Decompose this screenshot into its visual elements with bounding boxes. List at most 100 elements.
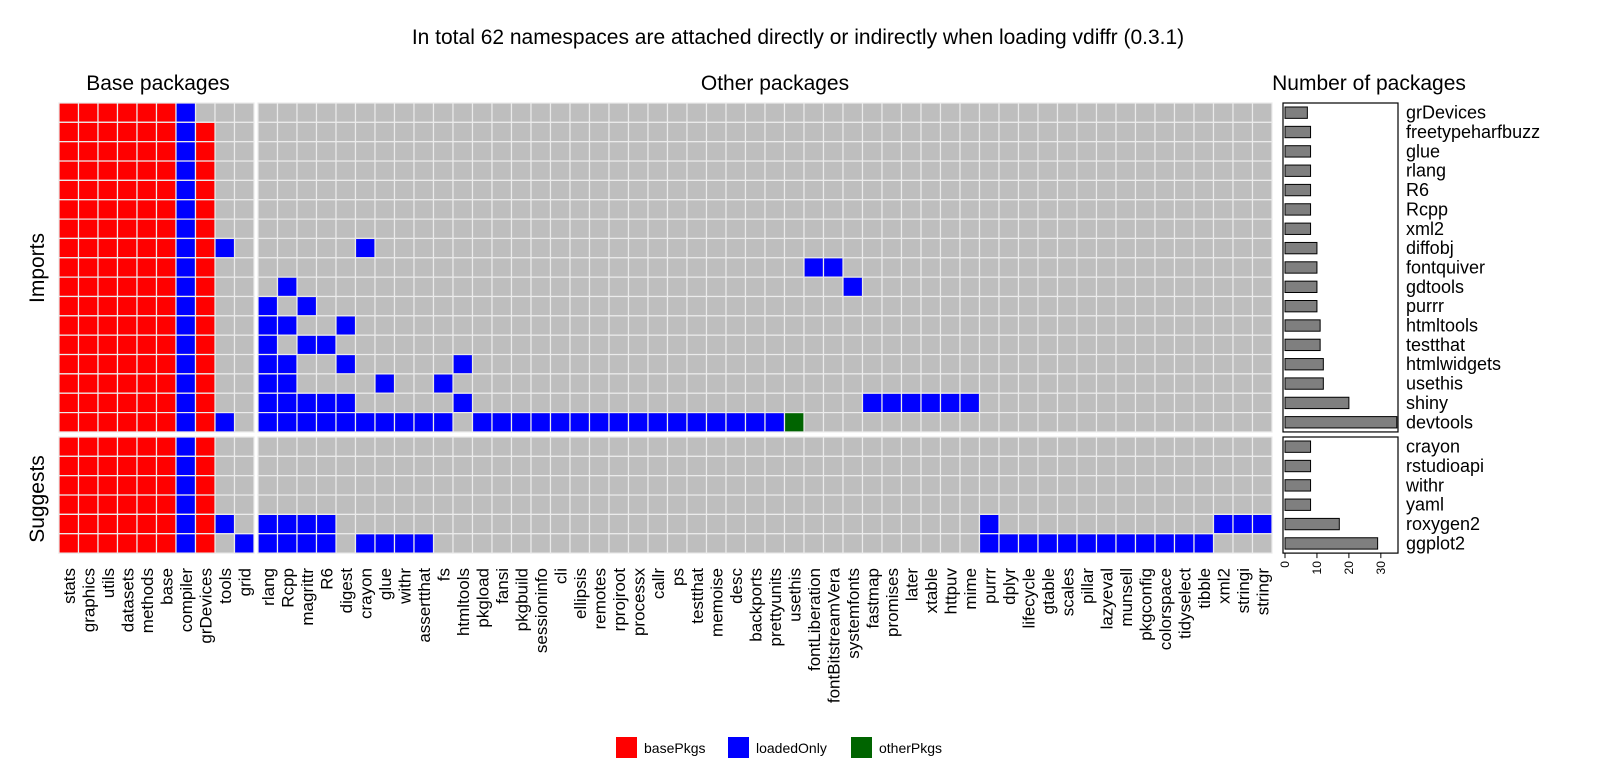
heatmap-cell-empty	[315, 237, 337, 259]
heatmap-cell-empty	[214, 295, 236, 317]
heatmap-cell-empty	[432, 455, 454, 477]
heatmap-cell-loadedonly	[647, 412, 669, 433]
column-label-pkgconfig: pkgconfig	[1136, 568, 1155, 641]
heatmap-cell-empty	[764, 218, 786, 240]
heatmap-cell-empty	[510, 334, 532, 356]
heatmap-cell-empty	[432, 533, 454, 554]
heatmap-cell-empty	[686, 276, 708, 298]
heatmap-cell-empty	[822, 392, 844, 414]
heatmap-cell-empty	[666, 257, 688, 278]
heatmap-cell-empty	[1115, 141, 1137, 162]
heatmap-cell-empty	[233, 257, 255, 278]
heatmap-cell-loadedonly	[175, 179, 197, 201]
heatmap-cell-empty	[900, 353, 922, 375]
heatmap-cell-basepkgs	[194, 533, 216, 554]
heatmap-cell-empty	[842, 199, 864, 220]
heatmap-cell-empty	[335, 533, 357, 554]
heatmap-cell-empty	[1193, 334, 1215, 356]
heatmap-cell-empty	[1056, 218, 1078, 240]
heatmap-cell-empty	[510, 141, 532, 162]
heatmap-cell-empty	[783, 436, 805, 457]
heatmap-cell-empty	[1076, 353, 1098, 375]
heatmap-cell-basepkgs	[77, 436, 99, 457]
heatmap-cell-empty	[647, 315, 669, 336]
heatmap-cell-empty	[530, 334, 552, 356]
heatmap-cell-empty	[1232, 475, 1254, 496]
heatmap-cell-basepkgs	[97, 179, 119, 201]
heatmap-cell-empty	[1193, 513, 1215, 535]
heatmap-cell-empty	[354, 334, 376, 356]
heatmap-cell-basepkgs	[58, 392, 80, 414]
heatmap-cell-empty	[959, 533, 981, 554]
heatmap-cell-empty	[335, 513, 357, 535]
heatmap-cell-basepkgs	[77, 373, 99, 394]
heatmap-cell-empty	[1193, 392, 1215, 414]
heatmap-cell-empty	[978, 160, 1000, 182]
heatmap-cell-empty	[276, 179, 298, 201]
heatmap-cell-empty	[764, 533, 786, 554]
heatmap-cell-empty	[608, 295, 630, 317]
heatmap-cell-empty	[627, 102, 649, 123]
heatmap-cell-loadedonly	[881, 392, 903, 414]
heatmap-cell-empty	[920, 102, 942, 123]
heatmap-cell-empty	[510, 257, 532, 278]
heatmap-cell-empty	[233, 412, 255, 433]
heatmap-cell-basepkgs	[58, 373, 80, 394]
heatmap-cell-empty	[393, 276, 415, 298]
heatmap-cell-empty	[705, 121, 727, 143]
heatmap-cell-loadedonly	[175, 513, 197, 535]
heatmap-cell-empty	[510, 315, 532, 336]
heatmap-cell-empty	[530, 475, 552, 496]
heatmap-cell-empty	[803, 141, 825, 162]
heatmap-cell-empty	[452, 436, 474, 457]
heatmap-cell-empty	[491, 141, 513, 162]
heatmap-cell-empty	[1134, 475, 1156, 496]
heatmap-cell-loadedonly	[175, 121, 197, 143]
heatmap-cell-empty	[783, 334, 805, 356]
heatmap-cell-basepkgs	[97, 295, 119, 317]
heatmap-cell-empty	[549, 533, 571, 554]
heatmap-cell-basepkgs	[155, 315, 177, 336]
heatmap-cell-empty	[959, 179, 981, 201]
heatmap-cell-loadedonly	[296, 334, 318, 356]
heatmap-cell-empty	[1193, 276, 1215, 298]
heatmap-cell-basepkgs	[77, 179, 99, 201]
heatmap-cell-empty	[1056, 199, 1078, 220]
heatmap-cell-empty	[686, 373, 708, 394]
heatmap-cell-basepkgs	[194, 455, 216, 477]
heatmap-cell-empty	[705, 295, 727, 317]
heatmap-cell-empty	[803, 295, 825, 317]
heatmap-cell-empty	[374, 436, 396, 457]
heatmap-cell-empty	[998, 494, 1020, 515]
heatmap-cell-empty	[491, 218, 513, 240]
heatmap-cell-loadedonly	[175, 353, 197, 375]
heatmap-cell-loadedonly	[315, 513, 337, 535]
heatmap-cell-empty	[725, 199, 747, 220]
heatmap-cell-empty	[900, 121, 922, 143]
heatmap-cell-loadedonly	[276, 412, 298, 433]
heatmap-cell-empty	[1251, 121, 1273, 143]
heatmap-cell-empty	[764, 257, 786, 278]
heatmap-cell-empty	[452, 160, 474, 182]
heatmap-cell-loadedonly	[175, 455, 197, 477]
heatmap-cell-empty	[959, 513, 981, 535]
heatmap-cell-empty	[1154, 513, 1176, 535]
heatmap-cell-empty	[842, 257, 864, 278]
heatmap-cell-empty	[1193, 315, 1215, 336]
heatmap-cell-basepkgs	[97, 334, 119, 356]
heatmap-cell-empty	[569, 494, 591, 515]
heatmap-cell-empty	[725, 121, 747, 143]
heatmap-cell-empty	[335, 237, 357, 259]
heatmap-cell-empty	[1056, 102, 1078, 123]
heatmap-cell-empty	[608, 392, 630, 414]
heatmap-cell-basepkgs	[194, 334, 216, 356]
heatmap-cell-empty	[1095, 436, 1117, 457]
heatmap-cell-empty	[842, 513, 864, 535]
heatmap-cell-empty	[998, 436, 1020, 457]
count-bar-gdtools	[1284, 280, 1318, 293]
heatmap-cell-empty	[627, 295, 649, 317]
heatmap-cell-loadedonly	[175, 494, 197, 515]
heatmap-cell-empty	[744, 179, 766, 201]
heatmap-cell-empty	[725, 392, 747, 414]
heatmap-cell-empty	[1095, 121, 1117, 143]
